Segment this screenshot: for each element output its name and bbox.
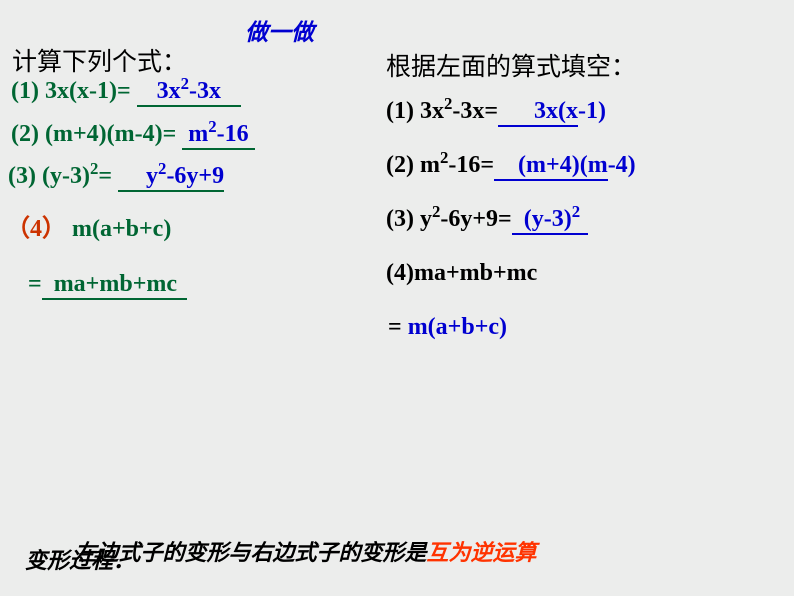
- bottom-text-highlight: 互为逆运算: [427, 540, 537, 565]
- answer-p1: 3x(x: [498, 98, 578, 124]
- equals: =: [388, 314, 408, 340]
- answer-blank: y2-6y+9: [118, 163, 224, 192]
- answer-blank: 3x2-3x: [137, 78, 241, 107]
- answer: m2-16: [188, 121, 248, 147]
- right-item-4a: (4)ma+mb+mc: [386, 260, 537, 287]
- prefix: (3) y2-6y+9=: [386, 206, 512, 232]
- left-item-3: (3) (y-3)2= y2-6y+9: [8, 163, 224, 192]
- prefix: (1) 3x(x-1)=: [11, 78, 131, 104]
- right-item-3: (3) y2-6y+9= (y-3)2: [386, 206, 588, 235]
- equals: =: [16, 271, 42, 297]
- right-item-1: (1) 3x2-3x= 3x(x-1): [386, 98, 606, 127]
- answer-p1: (m+4)(m: [494, 152, 608, 178]
- answer-blank: (m+4)(m: [494, 152, 608, 181]
- expression: m(a+b+c): [66, 216, 171, 242]
- answer: 3x2-3x: [157, 78, 221, 104]
- answer-p2: -4): [608, 152, 636, 178]
- prefix: (1) 3x2-3x=: [386, 98, 498, 124]
- answer: (y-3)2: [512, 206, 580, 232]
- left-item-2: (2) (m+4)(m-4)= m2-16: [11, 121, 255, 150]
- right-heading: 根据左面的算式填空：: [386, 47, 636, 83]
- prefix: (2) m2-16=: [386, 152, 494, 178]
- right-item-2: (2) m2-16= (m+4)(m-4): [386, 152, 636, 181]
- answer-blank: 3x(x: [498, 98, 578, 127]
- answer: ma+mb+mc: [42, 271, 177, 297]
- answer-blank: m2-16: [182, 121, 254, 150]
- bottom-line-2: 变形过程．: [25, 543, 135, 575]
- page-title: 做一做: [245, 13, 314, 47]
- prefix: （4）: [6, 216, 66, 242]
- answer-p2: -1): [578, 98, 606, 124]
- prefix: (2) (m+4)(m-4)=: [11, 121, 176, 147]
- left-item-1: (1) 3x(x-1)= 3x2-3x: [11, 78, 241, 107]
- left-item-4b: = ma+mb+mc: [4, 244, 187, 300]
- right-item-4b: = m(a+b+c): [388, 314, 507, 341]
- answer: m(a+b+c): [408, 314, 507, 340]
- left-heading: 计算下列个式：: [12, 42, 187, 78]
- prefix: (3) (y-3)2=: [8, 163, 112, 189]
- answer: y2-6y+9: [146, 163, 224, 189]
- left-item-4a: （4） m(a+b+c): [6, 208, 171, 243]
- answer-blank: (y-3)2: [512, 206, 588, 235]
- answer-blank: ma+mb+mc: [42, 271, 187, 300]
